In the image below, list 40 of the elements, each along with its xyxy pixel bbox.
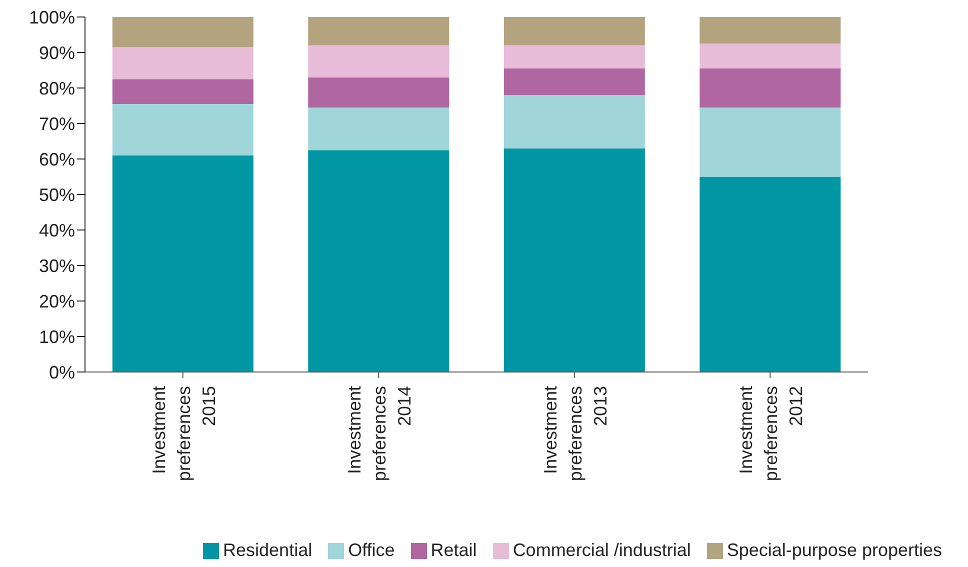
legend-label: Special-purpose properties	[726, 540, 942, 560]
bar	[504, 17, 645, 46]
x-tick-label: Investment preferences 2012	[736, 386, 806, 482]
bar	[112, 104, 254, 156]
bar	[700, 44, 841, 68]
bar	[700, 17, 841, 44]
y-tick-label: 30%	[38, 256, 75, 276]
bar	[700, 176, 841, 372]
y-tick-label: 60%	[38, 149, 75, 170]
bar	[112, 17, 254, 48]
x-tick-label: Investment preferences 2015	[148, 386, 219, 482]
bar	[112, 155, 254, 372]
y-tick-label: 10%	[38, 326, 75, 347]
bar	[308, 45, 450, 78]
bar	[112, 79, 254, 104]
legend-label: Retail	[430, 540, 477, 560]
bar	[504, 45, 645, 68]
bar	[504, 95, 645, 148]
legend-label: Office	[348, 540, 395, 560]
bar	[700, 108, 841, 177]
bar	[700, 68, 841, 108]
bar	[112, 47, 254, 80]
x-tick-label: Investment preferences 2014	[344, 386, 415, 482]
y-tick-label: 80%	[38, 78, 75, 98]
bar	[308, 108, 450, 150]
y-tick-label: 70%	[38, 114, 75, 134]
bar	[308, 150, 450, 372]
bar	[308, 17, 450, 46]
y-tick-label: 0%	[48, 362, 75, 382]
bar	[504, 68, 645, 96]
bar	[308, 77, 450, 108]
legend-label: Residential	[223, 540, 312, 560]
y-tick-label: 50%	[38, 184, 75, 205]
y-tick-label: 20%	[38, 291, 75, 312]
y-tick-label: 100%	[28, 7, 75, 28]
bar	[504, 148, 645, 372]
y-tick-label: 40%	[38, 220, 75, 240]
legend-label: Commercial /industrial	[512, 540, 691, 560]
x-tick-label: Investment preferences 2013	[540, 386, 610, 482]
y-tick-label: 90%	[38, 42, 75, 63]
